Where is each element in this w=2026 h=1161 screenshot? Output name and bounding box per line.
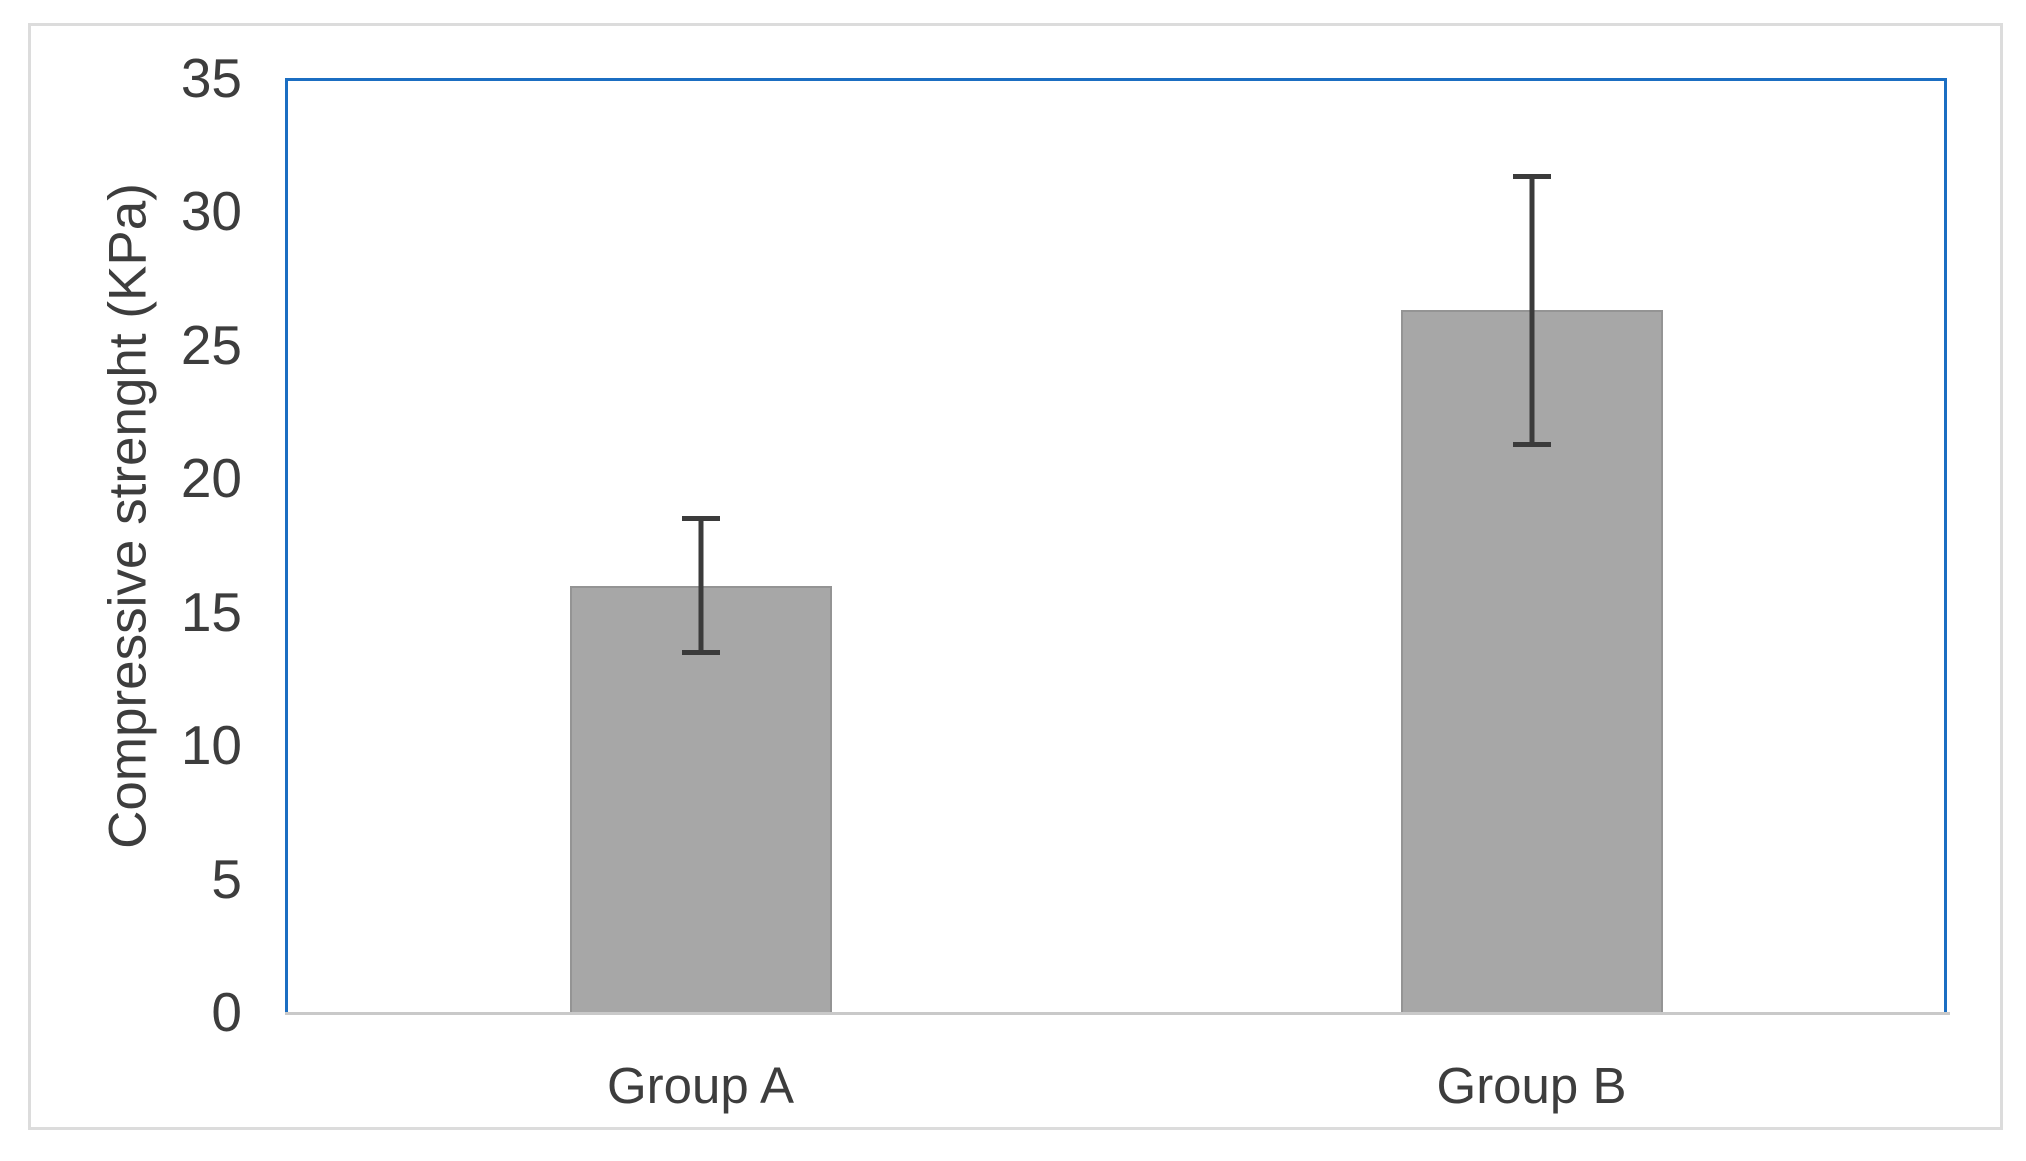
error-bar-group-a <box>681 516 720 656</box>
x-axis-line <box>285 1012 1950 1015</box>
y-axis-tick-labels: 35 30 25 20 15 10 5 0 <box>180 46 242 1044</box>
figure-border <box>28 23 2003 1130</box>
bar-group-a <box>569 585 832 1013</box>
x-axis-category-label-group-a: Group A <box>606 1057 795 1114</box>
y-axis-title: Compressive strenght (KPa) <box>98 183 158 849</box>
x-axis-category-label-group-b: Group B <box>1436 1057 1627 1114</box>
error-bar-group-b <box>1512 174 1551 447</box>
plot-area <box>285 78 1947 1013</box>
